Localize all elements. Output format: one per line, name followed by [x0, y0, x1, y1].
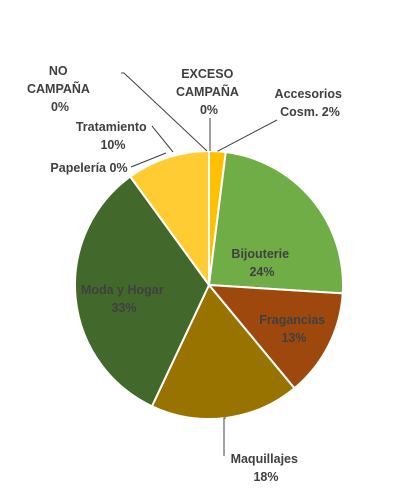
label-moda-hogar: Moda y Hogar 33% [81, 283, 167, 315]
pie-slice-moda-y-hogar [74, 175, 211, 408]
label-no-campana-l1: NO [49, 64, 68, 78]
pie-slice-maquillajes [150, 283, 296, 420]
label-exceso-l1: EXCESO [181, 67, 233, 81]
label-papeleria-text: Papelería 0% [50, 161, 127, 175]
pie-slice-fragancias [206, 283, 344, 390]
label-fragancias: Fragancias 13% [259, 313, 329, 345]
label-no-campana-l2: CAMPAÑA [27, 81, 90, 96]
label-accesorios: Accesorios Cosm. 2% [275, 87, 346, 119]
label-accesorios-line2: Cosm. 2% [280, 105, 340, 119]
pie-slice-bijouterie [207, 150, 344, 295]
leader-line-no-campana [121, 72, 208, 152]
leader-line-tratamiento [151, 125, 174, 153]
leader-line-papeleria [130, 152, 167, 168]
leader-line-maquillajes [223, 417, 226, 456]
label-exceso-l2: CAMPAÑA [176, 84, 239, 99]
label-tratamiento: Tratamiento 10% [76, 120, 150, 152]
label-exceso-campana: EXCESO CAMPAÑA 0% [176, 67, 242, 117]
label-no-campana: NO CAMPAÑA 0% [27, 64, 93, 114]
leader-lines [121, 72, 278, 456]
pie-slices [74, 149, 344, 420]
label-bijouterie: Bijouterie 24% [231, 247, 292, 279]
label-papeleria: Papelería 0% [50, 161, 127, 175]
leader-line-accesorios [217, 119, 278, 152]
label-maquillajes: Maquillajes 18% [231, 452, 302, 484]
pie-slice-tratamiento [128, 149, 210, 289]
